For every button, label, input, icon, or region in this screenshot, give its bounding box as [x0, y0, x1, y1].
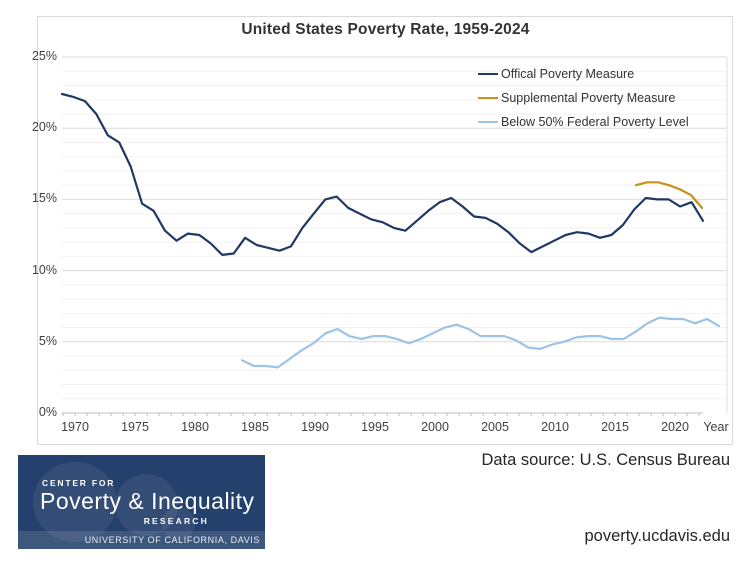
legend-swatch: [478, 72, 498, 76]
x-tick-label: 1970: [61, 420, 89, 434]
x-tick-label: 1985: [241, 420, 269, 434]
logo-research: RESEARCH: [143, 516, 209, 526]
x-tick-label: 1995: [361, 420, 389, 434]
cpr-logo: CENTER FOR Poverty & Inequality RESEARCH…: [18, 455, 265, 549]
x-tick-label: 1975: [121, 420, 149, 434]
y-tick-label: 10%: [31, 262, 57, 277]
logo-circle: [162, 507, 195, 540]
y-tick-label: 0%: [38, 405, 57, 419]
data-source-text: Data source: U.S. Census Bureau: [481, 451, 730, 469]
logo-circle: [33, 462, 117, 542]
x-tick-label: 2015: [601, 420, 629, 434]
x-tick-label: 2000: [421, 420, 449, 434]
logo-band: UNIVERSITY OF CALIFORNIA, DAVIS: [18, 531, 265, 549]
y-tick-label: 20%: [31, 120, 57, 135]
legend-item: Below 50% Federal Poverty Level: [478, 110, 689, 134]
y-tick-label: 15%: [31, 191, 57, 206]
legend-label: Offical Poverty Measure: [501, 67, 635, 81]
legend-item: Supplemental Poverty Measure: [478, 86, 689, 110]
x-tick-label: 2020: [661, 420, 689, 434]
chart-title: United States Poverty Rate, 1959-2024: [241, 21, 530, 38]
legend-label: Below 50% Federal Poverty Level: [501, 115, 689, 129]
legend-label: Supplemental Poverty Measure: [501, 91, 676, 105]
x-tick-label: 2010: [541, 420, 569, 434]
legend-item: Offical Poverty Measure: [478, 62, 689, 86]
chart-legend: Offical Poverty Measure Supplemental Pove…: [478, 62, 689, 134]
logo-circle: [115, 474, 178, 536]
y-tick-label: 5%: [38, 333, 57, 348]
x-tick-label: 2005: [481, 420, 509, 434]
logo-poverty-inequality: Poverty & Inequality: [40, 488, 255, 514]
logo-uc-davis: UNIVERSITY OF CALIFORNIA, DAVIS: [84, 535, 260, 545]
legend-swatch: [478, 120, 498, 124]
legend-swatch: [478, 96, 498, 100]
x-tick-label: Year: [703, 420, 729, 434]
website-text: poverty.ucdavis.edu: [584, 527, 730, 545]
logo-center-for: CENTER FOR: [42, 478, 116, 488]
x-tick-label: 1980: [181, 420, 209, 434]
y-tick-label: 25%: [31, 49, 57, 63]
x-tick-label: 1990: [301, 420, 329, 434]
